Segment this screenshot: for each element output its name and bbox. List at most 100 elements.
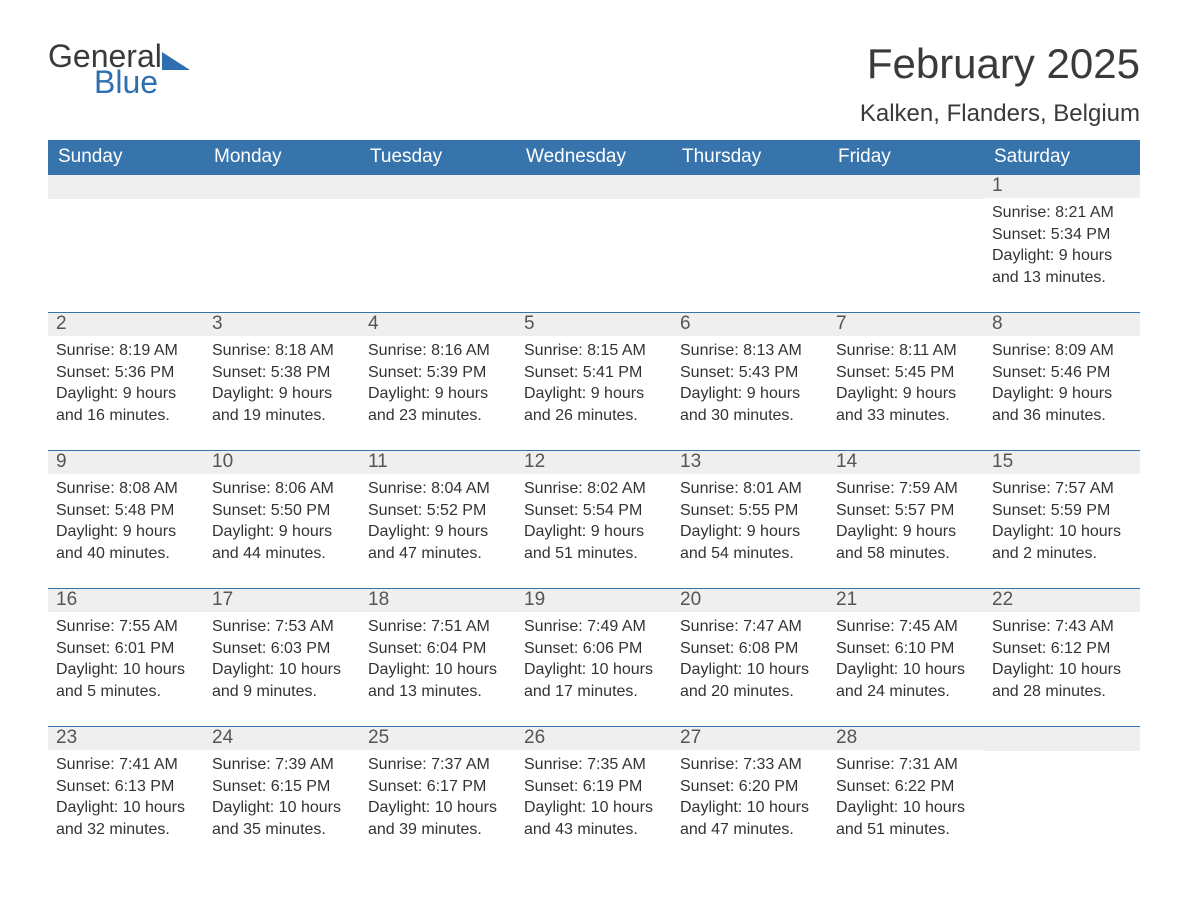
sunset-text: Sunset: 6:08 PM xyxy=(680,638,820,660)
day-number: 26 xyxy=(516,727,672,750)
day-cell xyxy=(828,175,984,312)
empty-day-header xyxy=(672,175,828,199)
sunset-text: Sunset: 5:36 PM xyxy=(56,362,196,384)
dow-cell: Monday xyxy=(204,140,360,174)
sunrise-text: Sunrise: 8:16 AM xyxy=(368,340,508,362)
daylight-text: Daylight: 9 hours and 19 minutes. xyxy=(212,383,352,426)
day-number: 3 xyxy=(204,313,360,336)
day-body: Sunrise: 7:33 AMSunset: 6:20 PMDaylight:… xyxy=(672,750,828,850)
daylight-text: Daylight: 9 hours and 26 minutes. xyxy=(524,383,664,426)
day-number: 15 xyxy=(984,451,1140,474)
daylight-text: Daylight: 10 hours and 35 minutes. xyxy=(212,797,352,840)
logo-triangle-icon xyxy=(162,52,190,70)
day-number: 17 xyxy=(204,589,360,612)
sunset-text: Sunset: 5:50 PM xyxy=(212,500,352,522)
daylight-text: Daylight: 10 hours and 51 minutes. xyxy=(836,797,976,840)
day-cell xyxy=(516,175,672,312)
dow-cell: Friday xyxy=(828,140,984,174)
day-body: Sunrise: 7:55 AMSunset: 6:01 PMDaylight:… xyxy=(48,612,204,712)
day-body: Sunrise: 7:51 AMSunset: 6:04 PMDaylight:… xyxy=(360,612,516,712)
day-body: Sunrise: 8:15 AMSunset: 5:41 PMDaylight:… xyxy=(516,336,672,436)
sunrise-text: Sunrise: 7:39 AM xyxy=(212,754,352,776)
day-cell: 20Sunrise: 7:47 AMSunset: 6:08 PMDayligh… xyxy=(672,589,828,726)
day-number: 14 xyxy=(828,451,984,474)
sunset-text: Sunset: 5:46 PM xyxy=(992,362,1132,384)
sunset-text: Sunset: 6:12 PM xyxy=(992,638,1132,660)
day-number: 28 xyxy=(828,727,984,750)
daylight-text: Daylight: 9 hours and 16 minutes. xyxy=(56,383,196,426)
day-cell: 11Sunrise: 8:04 AMSunset: 5:52 PMDayligh… xyxy=(360,451,516,588)
daylight-text: Daylight: 9 hours and 23 minutes. xyxy=(368,383,508,426)
day-cell: 15Sunrise: 7:57 AMSunset: 5:59 PMDayligh… xyxy=(984,451,1140,588)
sunrise-text: Sunrise: 8:09 AM xyxy=(992,340,1132,362)
day-number: 20 xyxy=(672,589,828,612)
day-number: 18 xyxy=(360,589,516,612)
weeks-container: 1Sunrise: 8:21 AMSunset: 5:34 PMDaylight… xyxy=(48,174,1140,864)
daylight-text: Daylight: 10 hours and 17 minutes. xyxy=(524,659,664,702)
sunset-text: Sunset: 6:22 PM xyxy=(836,776,976,798)
day-body: Sunrise: 8:13 AMSunset: 5:43 PMDaylight:… xyxy=(672,336,828,436)
location-text: Kalken, Flanders, Belgium xyxy=(860,100,1140,128)
day-cell: 14Sunrise: 7:59 AMSunset: 5:57 PMDayligh… xyxy=(828,451,984,588)
day-cell: 8Sunrise: 8:09 AMSunset: 5:46 PMDaylight… xyxy=(984,313,1140,450)
sunset-text: Sunset: 6:13 PM xyxy=(56,776,196,798)
daylight-text: Daylight: 10 hours and 32 minutes. xyxy=(56,797,196,840)
sunset-text: Sunset: 6:19 PM xyxy=(524,776,664,798)
sunset-text: Sunset: 6:17 PM xyxy=(368,776,508,798)
sunset-text: Sunset: 6:03 PM xyxy=(212,638,352,660)
sunset-text: Sunset: 5:43 PM xyxy=(680,362,820,384)
daylight-text: Daylight: 9 hours and 33 minutes. xyxy=(836,383,976,426)
day-body: Sunrise: 8:19 AMSunset: 5:36 PMDaylight:… xyxy=(48,336,204,436)
sunrise-text: Sunrise: 7:43 AM xyxy=(992,616,1132,638)
day-number: 24 xyxy=(204,727,360,750)
sunrise-text: Sunrise: 7:33 AM xyxy=(680,754,820,776)
sunrise-text: Sunrise: 8:19 AM xyxy=(56,340,196,362)
sunset-text: Sunset: 6:10 PM xyxy=(836,638,976,660)
sunrise-text: Sunrise: 7:31 AM xyxy=(836,754,976,776)
sunrise-text: Sunrise: 7:55 AM xyxy=(56,616,196,638)
day-number: 10 xyxy=(204,451,360,474)
daylight-text: Daylight: 10 hours and 28 minutes. xyxy=(992,659,1132,702)
day-cell: 7Sunrise: 8:11 AMSunset: 5:45 PMDaylight… xyxy=(828,313,984,450)
day-cell: 9Sunrise: 8:08 AMSunset: 5:48 PMDaylight… xyxy=(48,451,204,588)
daylight-text: Daylight: 10 hours and 43 minutes. xyxy=(524,797,664,840)
sunrise-text: Sunrise: 7:51 AM xyxy=(368,616,508,638)
daylight-text: Daylight: 10 hours and 2 minutes. xyxy=(992,521,1132,564)
sunset-text: Sunset: 6:20 PM xyxy=(680,776,820,798)
day-body: Sunrise: 7:41 AMSunset: 6:13 PMDaylight:… xyxy=(48,750,204,850)
sunrise-text: Sunrise: 7:53 AM xyxy=(212,616,352,638)
sunset-text: Sunset: 5:54 PM xyxy=(524,500,664,522)
daylight-text: Daylight: 10 hours and 13 minutes. xyxy=(368,659,508,702)
day-cell: 24Sunrise: 7:39 AMSunset: 6:15 PMDayligh… xyxy=(204,727,360,864)
day-cell xyxy=(204,175,360,312)
day-cell: 19Sunrise: 7:49 AMSunset: 6:06 PMDayligh… xyxy=(516,589,672,726)
empty-day-header xyxy=(828,175,984,199)
day-cell xyxy=(48,175,204,312)
day-cell: 5Sunrise: 8:15 AMSunset: 5:41 PMDaylight… xyxy=(516,313,672,450)
dow-cell: Saturday xyxy=(984,140,1140,174)
day-cell: 28 Sunrise: 7:31 AMSunset: 6:22 PMDayligh… xyxy=(828,727,984,864)
sunset-text: Sunset: 5:38 PM xyxy=(212,362,352,384)
day-body: Sunrise: 8:21 AMSunset: 5:34 PMDaylight:… xyxy=(984,198,1140,298)
day-cell: 13Sunrise: 8:01 AMSunset: 5:55 PMDayligh… xyxy=(672,451,828,588)
sunrise-text: Sunrise: 7:49 AM xyxy=(524,616,664,638)
day-cell: 23Sunrise: 7:41 AMSunset: 6:13 PMDayligh… xyxy=(48,727,204,864)
day-body: Sunrise: 8:04 AMSunset: 5:52 PMDaylight:… xyxy=(360,474,516,574)
day-number: 16 xyxy=(48,589,204,612)
logo-word2: Blue xyxy=(94,66,162,98)
daylight-text: Daylight: 9 hours and 13 minutes. xyxy=(992,245,1132,288)
day-cell: 27Sunrise: 7:33 AMSunset: 6:20 PMDayligh… xyxy=(672,727,828,864)
day-number: 19 xyxy=(516,589,672,612)
sunset-text: Sunset: 5:55 PM xyxy=(680,500,820,522)
day-number: 4 xyxy=(360,313,516,336)
daylight-text: Daylight: 10 hours and 20 minutes. xyxy=(680,659,820,702)
daylight-text: Daylight: 9 hours and 54 minutes. xyxy=(680,521,820,564)
daylight-text: Daylight: 9 hours and 40 minutes. xyxy=(56,521,196,564)
week-row: 2Sunrise: 8:19 AMSunset: 5:36 PMDaylight… xyxy=(48,312,1140,450)
sunrise-text: Sunrise: 8:13 AM xyxy=(680,340,820,362)
sunrise-text: Sunrise: 8:18 AM xyxy=(212,340,352,362)
day-body: Sunrise: 7:47 AMSunset: 6:08 PMDaylight:… xyxy=(672,612,828,712)
sunset-text: Sunset: 5:52 PM xyxy=(368,500,508,522)
day-number: 22 xyxy=(984,589,1140,612)
day-number: 2 xyxy=(48,313,204,336)
